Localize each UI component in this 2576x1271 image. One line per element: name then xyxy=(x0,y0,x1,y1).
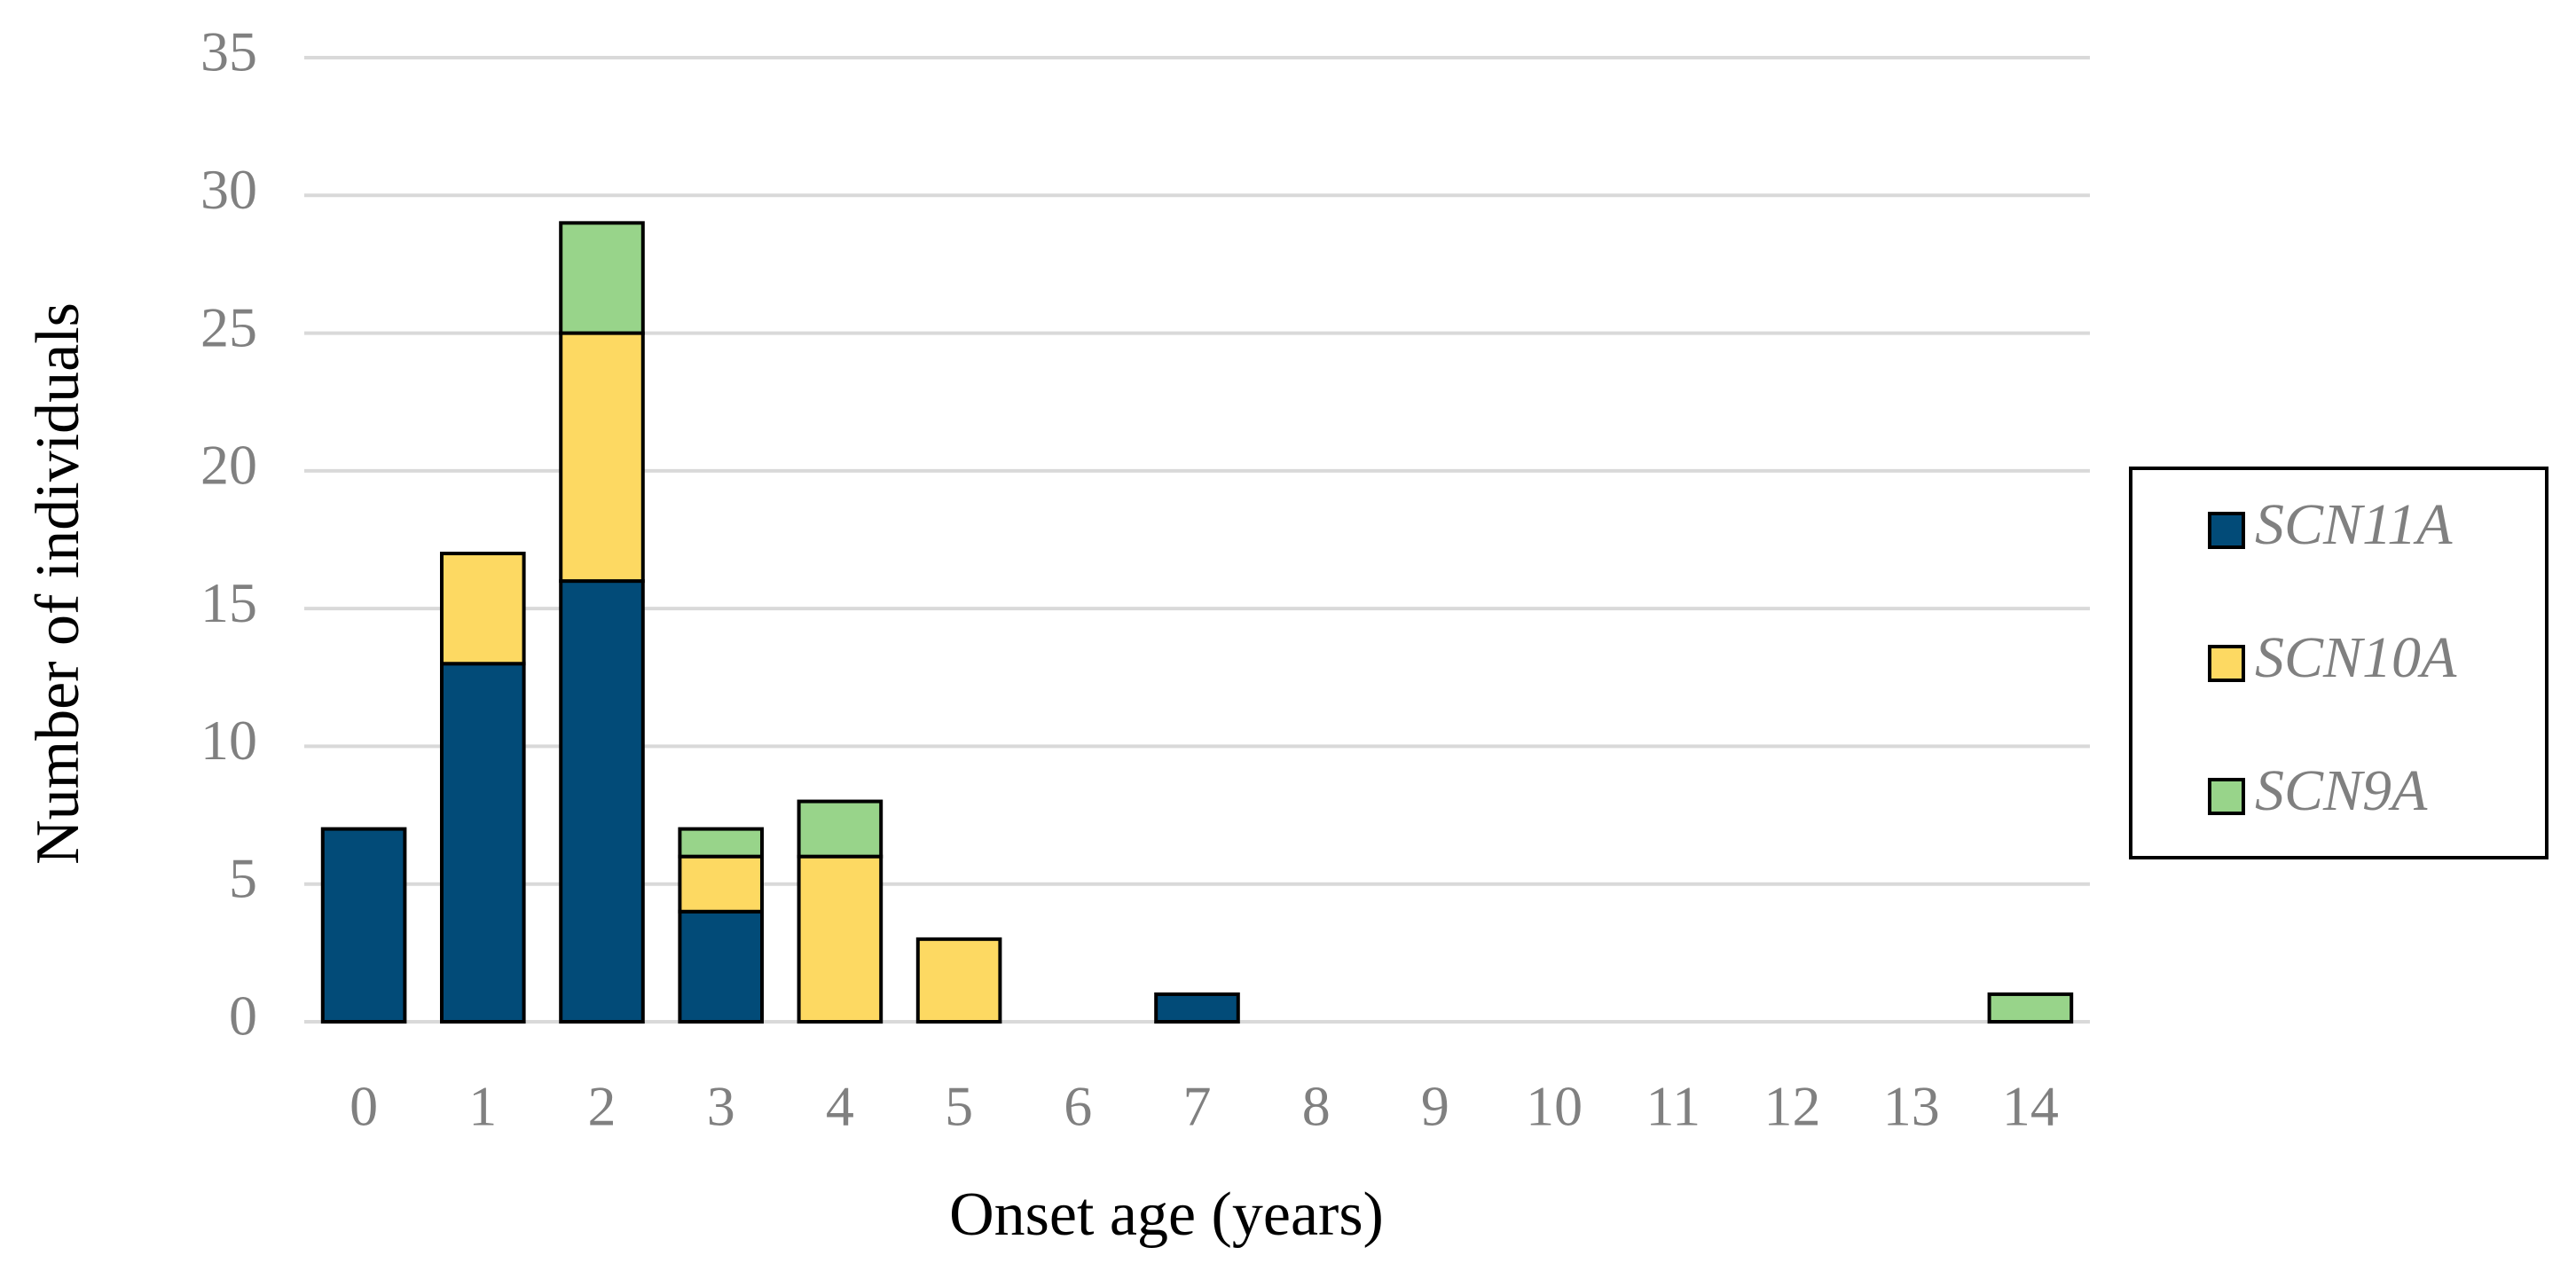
bar-segment xyxy=(440,662,526,1024)
bar-segment xyxy=(559,579,645,1024)
y-tick-label: 10 xyxy=(200,709,257,772)
x-tick-label: 2 xyxy=(588,1075,617,1138)
x-tick-label: 3 xyxy=(707,1075,735,1138)
y-tick-label: 5 xyxy=(229,846,257,909)
x-axis-title: Onset age (years) xyxy=(949,1181,1384,1249)
y-axis-title: Number of individuals xyxy=(24,302,92,865)
legend-swatch xyxy=(2208,512,2245,549)
x-tick-label: 0 xyxy=(349,1075,378,1138)
y-tick-label: 0 xyxy=(229,985,257,1047)
x-tick-label: 5 xyxy=(945,1075,973,1138)
bar-segment xyxy=(678,827,764,859)
x-tick-label: 1 xyxy=(468,1075,497,1138)
bar-segment xyxy=(915,937,1002,1024)
x-tick-label: 10 xyxy=(1526,1075,1583,1138)
bar-segment xyxy=(559,221,645,335)
bar-segment xyxy=(440,552,526,666)
bar-segment xyxy=(797,799,884,859)
y-tick-label: 15 xyxy=(200,571,257,634)
bar-segment xyxy=(678,854,764,914)
x-tick-label: 8 xyxy=(1302,1075,1331,1138)
bar-segment xyxy=(320,827,407,1024)
x-tick-label: 9 xyxy=(1421,1075,1449,1138)
bar-segment xyxy=(559,331,645,584)
y-tick-label: 35 xyxy=(200,20,257,83)
bar-segment xyxy=(1987,992,2074,1024)
y-tick-label: 30 xyxy=(200,158,257,221)
x-tick-label: 7 xyxy=(1183,1075,1212,1138)
legend-swatch xyxy=(2208,778,2245,815)
legend-label: SCN11A xyxy=(2255,492,2453,557)
bar-segment xyxy=(797,854,884,1024)
x-tick-label: 12 xyxy=(1764,1075,1821,1138)
bar-segment xyxy=(1154,992,1240,1024)
y-tick-label: 20 xyxy=(200,434,257,497)
legend-swatch xyxy=(2208,645,2245,682)
legend-box xyxy=(2129,467,2549,859)
legend-label: SCN10A xyxy=(2255,625,2457,690)
y-tick-label: 25 xyxy=(200,295,257,358)
x-tick-label: 13 xyxy=(1883,1075,1940,1138)
legend-label: SCN9A xyxy=(2255,758,2428,823)
x-tick-label: 4 xyxy=(826,1075,854,1138)
bar-segment xyxy=(678,909,764,1024)
x-tick-label: 6 xyxy=(1064,1075,1092,1138)
x-tick-label: 11 xyxy=(1645,1075,1700,1138)
x-tick-label: 14 xyxy=(2002,1075,2059,1138)
